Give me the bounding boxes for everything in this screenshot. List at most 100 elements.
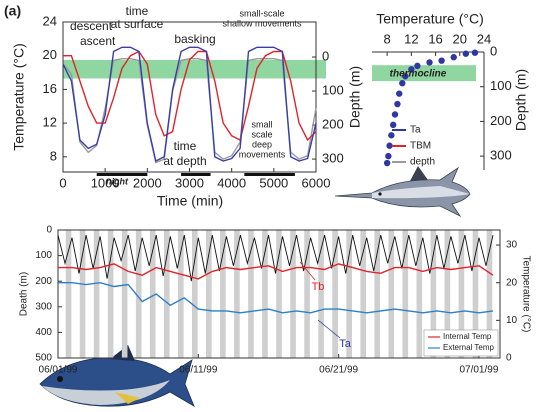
y-label: Depth (m) [513,69,529,131]
y-tick-label: 300 [490,148,512,163]
scatter-point [391,111,399,118]
night-stripe [472,230,479,358]
x-tick-label: 12 [404,31,418,46]
legend-label: TBM [410,141,431,152]
night-bar [181,173,211,176]
night-stripe [163,230,170,358]
y-tick-label: 200 [35,276,52,287]
night-bar [96,173,148,176]
y-tick-label: 0 [46,225,52,236]
annotation: movements [239,149,286,159]
scatter-point [386,142,393,149]
series-line [58,281,494,314]
scatter-point [471,49,479,56]
scatter-point [450,54,457,61]
scatter-point [408,66,415,73]
y-tick-label: 0 [490,43,497,58]
x-tick-label: 2000 [133,175,162,190]
x-tick-label: 8 [384,31,391,46]
x-tick-label: 06/11/99 [179,365,218,376]
x-tick-label: 06/01/99 [39,365,78,376]
swordfish [334,166,471,218]
annotation: basking [174,32,215,46]
annotation: shallow movements [222,18,302,28]
thermocline-band [63,59,326,79]
scatter-point [383,159,391,167]
x-tick-label: 06/21/99 [319,365,358,376]
tuna [39,345,195,407]
scatter-point [426,59,433,66]
y-tick-label: 12 [43,115,57,130]
night-stripe [444,230,451,358]
night-stripe [79,230,86,358]
scatter-point [385,152,392,160]
y-label: Temperature (°C) [11,43,27,151]
annotation: at depth [163,154,206,168]
annotation: time [126,4,149,18]
series-line [58,263,494,280]
annotation: thermocline [390,69,447,80]
y-tick-label: 100 [490,78,512,93]
x-tick-label: 5000 [259,175,288,190]
night-stripe [135,230,142,358]
scatter-point [388,132,395,139]
night-stripe [276,230,282,358]
scatter-point [402,73,409,80]
y-tick-label: 8 [50,148,57,163]
y2-label: Temperature (°C) [520,256,531,333]
y-tick-label: 200 [490,113,512,128]
series-line [62,58,317,164]
night-stripe [430,230,437,358]
night-stripe [107,230,114,358]
scatter-point [438,57,445,64]
scatter-point [389,121,397,129]
night-stripe [234,230,240,358]
night-bar [244,173,295,176]
y2-label: Depth (m) [347,66,363,128]
x-label: Temperature (°C) [376,11,484,27]
night-stripe [93,230,100,358]
x-tick-label: 4000 [217,175,246,190]
annotation: deep [252,139,272,149]
annotation: Tb [312,281,325,293]
annotation: Ta [339,338,352,350]
plot-frame [57,229,501,359]
night-stripe [416,230,423,358]
y-tick-label: 400 [35,327,52,338]
legend-label: External Temp [443,343,495,352]
y2-tick-label: 300 [322,151,344,166]
y2-tick-label: 0 [322,48,329,63]
x-tick-label: 0 [59,175,66,190]
night-stripe [65,230,72,358]
night-stripe [332,230,338,358]
legend-label: depth [410,157,435,168]
night-stripe [458,230,465,358]
legend-label: Internal Temp [443,332,492,341]
series-line [62,46,317,163]
x-label: Time (min) [157,193,223,209]
scatter-point [414,62,421,70]
panel-label: (a) [4,3,21,19]
scatter-point [396,90,403,97]
night-stripe [220,230,226,358]
legend-box [423,329,499,357]
legend-label: Ta [410,125,421,136]
annotation: small [251,119,272,129]
night-stripe [121,230,128,358]
night-stripe [262,230,268,358]
scatter-point [394,100,401,108]
night-stripe [248,230,254,358]
y-tick-label: 100 [35,250,52,261]
x-tick-label: 07/01/99 [459,365,498,376]
night-stripe [304,230,310,358]
annotation: at surface [111,17,164,31]
y2-tick-label: 0 [506,353,512,364]
x-tick-label: 6000 [302,175,331,190]
series-line [57,234,494,282]
x-tick-label: 3000 [175,175,204,190]
night-stripe [388,230,395,358]
night-stripe [206,230,212,358]
annotation: scale [251,129,272,139]
night-stripe [374,230,381,358]
y-tick-label: 20 [43,47,57,62]
